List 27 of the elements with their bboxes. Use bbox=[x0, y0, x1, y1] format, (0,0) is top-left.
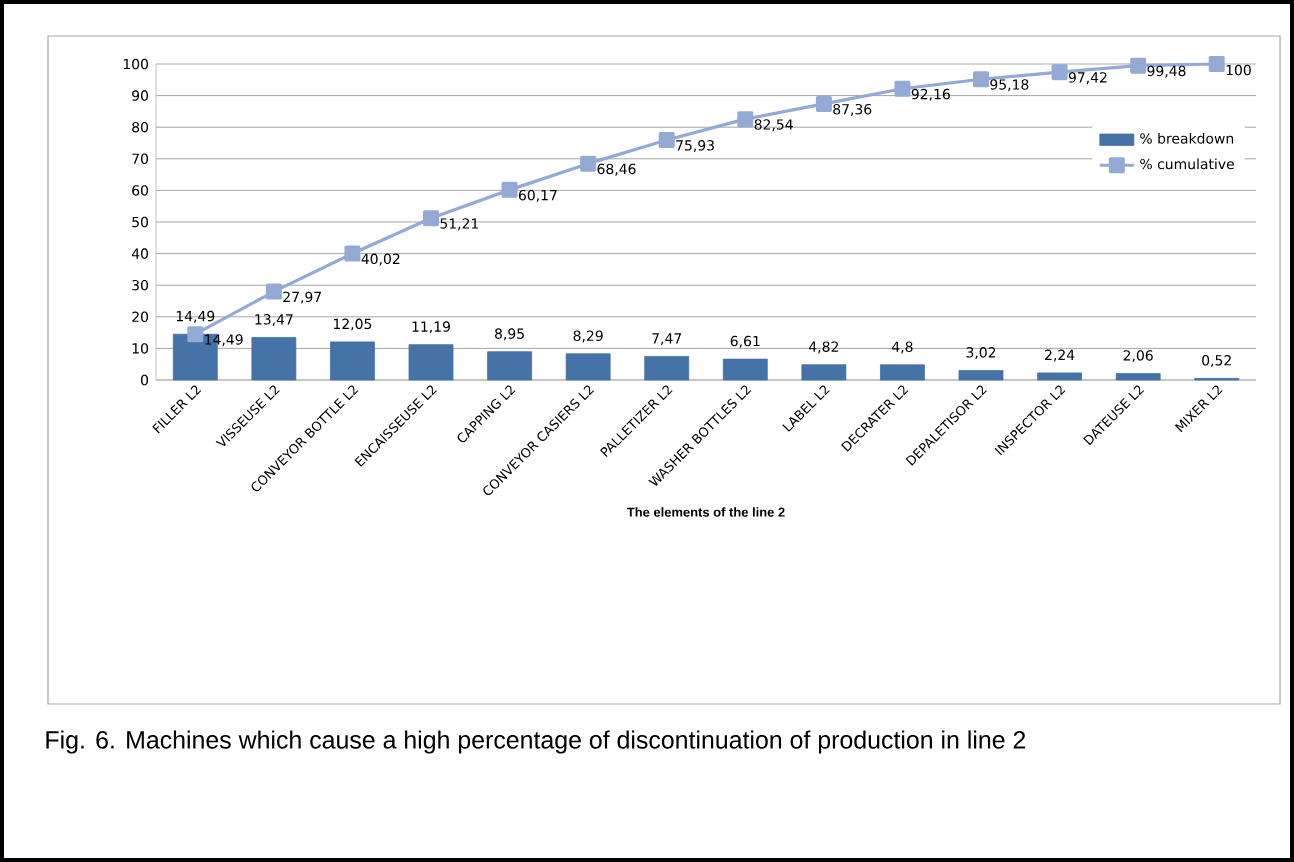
point bbox=[1130, 57, 1147, 74]
bar bbox=[801, 364, 847, 381]
point bbox=[265, 283, 282, 300]
bar bbox=[251, 337, 297, 381]
point bbox=[973, 71, 990, 88]
caption: Fig. 6. Machines which cause a high percentage of discontinuation of production in line 2 bbox=[46, 730, 1026, 754]
bar bbox=[958, 370, 1004, 381]
point bbox=[1208, 55, 1225, 72]
point bbox=[501, 181, 518, 198]
point bbox=[423, 210, 440, 227]
point bbox=[658, 132, 675, 149]
point bbox=[187, 326, 204, 343]
bar bbox=[880, 364, 925, 381]
bar bbox=[330, 341, 375, 381]
bar bbox=[565, 353, 611, 381]
bar bbox=[644, 355, 690, 381]
point bbox=[1051, 64, 1068, 81]
bar bbox=[722, 358, 768, 381]
point bbox=[894, 80, 911, 97]
bar bbox=[487, 351, 532, 381]
bar bbox=[1037, 372, 1082, 381]
bar bbox=[1115, 373, 1161, 381]
point bbox=[815, 95, 832, 112]
point bbox=[737, 111, 754, 128]
point bbox=[580, 155, 597, 172]
bar bbox=[408, 344, 454, 381]
point bbox=[344, 245, 361, 262]
